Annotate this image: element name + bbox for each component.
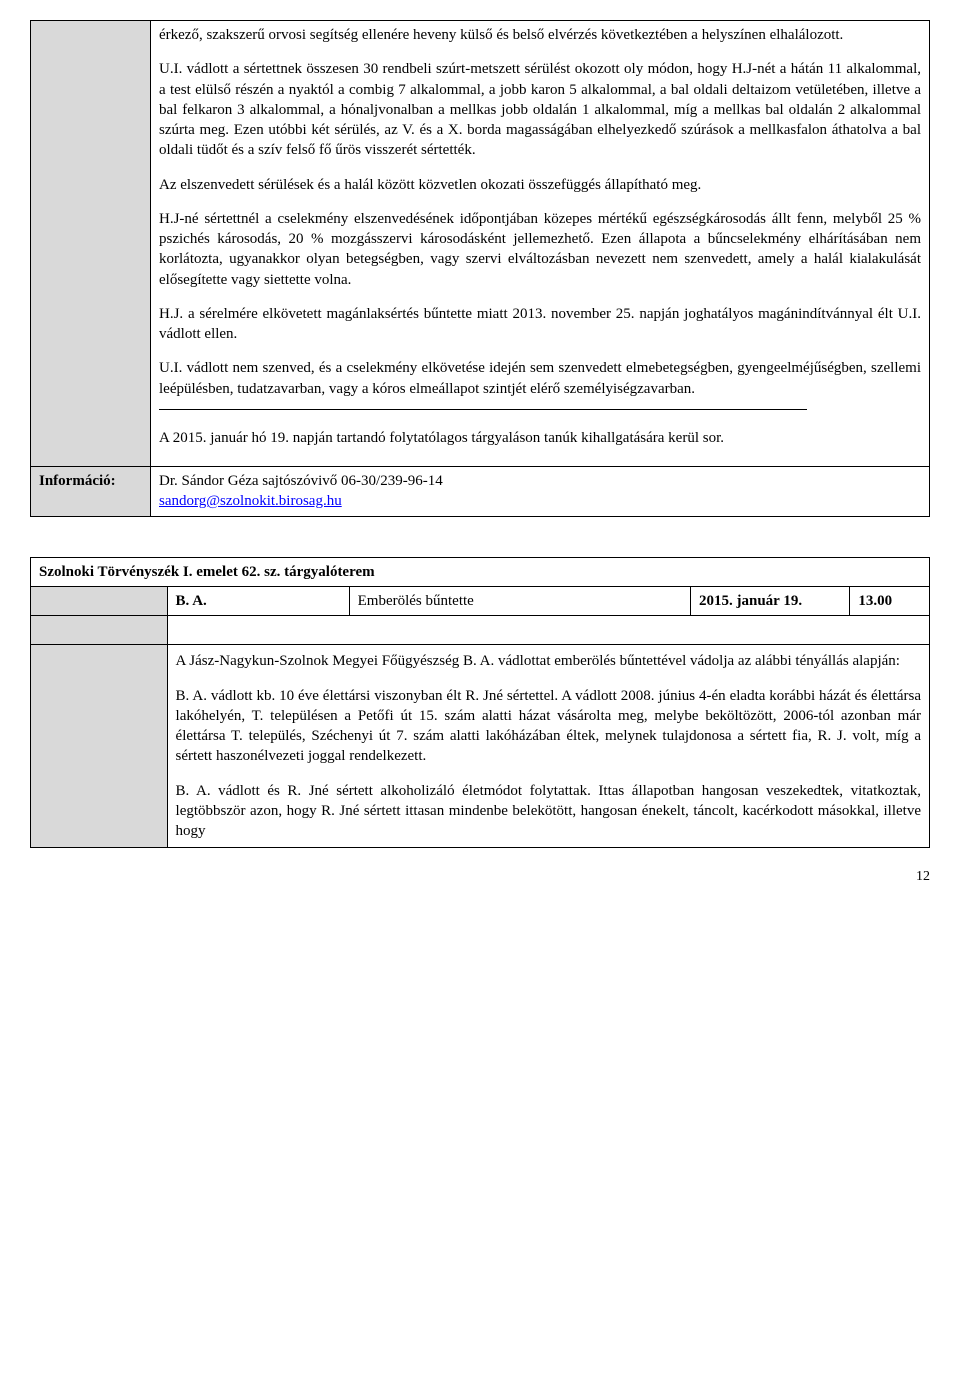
case2-defendant: B. A. <box>167 586 349 615</box>
case2-grey-cell <box>31 616 168 645</box>
paragraph: érkező, szakszerű orvosi segítség ellené… <box>159 25 921 45</box>
paragraph: B. A. vádlott és R. Jné sértett alkoholi… <box>176 781 921 842</box>
case2-table: Szolnoki Törvényszék I. emelet 62. sz. t… <box>30 557 930 849</box>
case2-charge: Emberölés bűntette <box>349 586 690 615</box>
case2-body: A Jász-Nagykun-Szolnok Megyei Főügyészsé… <box>167 645 929 848</box>
case2-time: 13.00 <box>850 586 930 615</box>
info-label-cell: Információ: <box>31 467 151 517</box>
separator-line <box>159 409 807 410</box>
contact-email-link[interactable]: sandorg@szolnokit.birosag.hu <box>159 493 342 509</box>
paragraph: A Jász-Nagykun-Szolnok Megyei Főügyészsé… <box>176 651 921 671</box>
case2-date: 2015. január 19. <box>691 586 850 615</box>
case-body-cell: érkező, szakszerű orvosi segítség ellené… <box>151 21 930 467</box>
table-gap <box>30 517 930 557</box>
contact-text: Dr. Sándor Géza sajtószóvivő 06-30/239-9… <box>159 473 443 489</box>
page-number: 12 <box>30 868 930 887</box>
paragraph: H.J-né sértettnél a cselekmény elszenved… <box>159 209 921 290</box>
paragraph: A 2015. január hó 19. napján tartandó fo… <box>159 428 921 448</box>
case2-grey-cell <box>31 586 168 615</box>
case2-grey-cell <box>31 645 168 848</box>
paragraph: Az elszenvedett sérülések és a halál köz… <box>159 175 921 195</box>
case-info-table: érkező, szakszerű orvosi segítség ellené… <box>30 20 930 517</box>
paragraph: B. A. vádlott kb. 10 éve élettársi viszo… <box>176 686 921 767</box>
case2-header: Szolnoki Törvényszék I. emelet 62. sz. t… <box>31 557 930 586</box>
paragraph: H.J. a sérelmére elkövetett magánlaksért… <box>159 304 921 345</box>
info-value-cell: Dr. Sándor Géza sajtószóvivő 06-30/239-9… <box>151 467 930 517</box>
paragraph: U.I. vádlott nem szenved, és a cselekmén… <box>159 358 921 399</box>
paragraph: U.I. vádlott a sértettnek összesen 30 re… <box>159 59 921 160</box>
case2-empty-row <box>167 616 929 645</box>
left-spacer-cell <box>31 21 151 467</box>
